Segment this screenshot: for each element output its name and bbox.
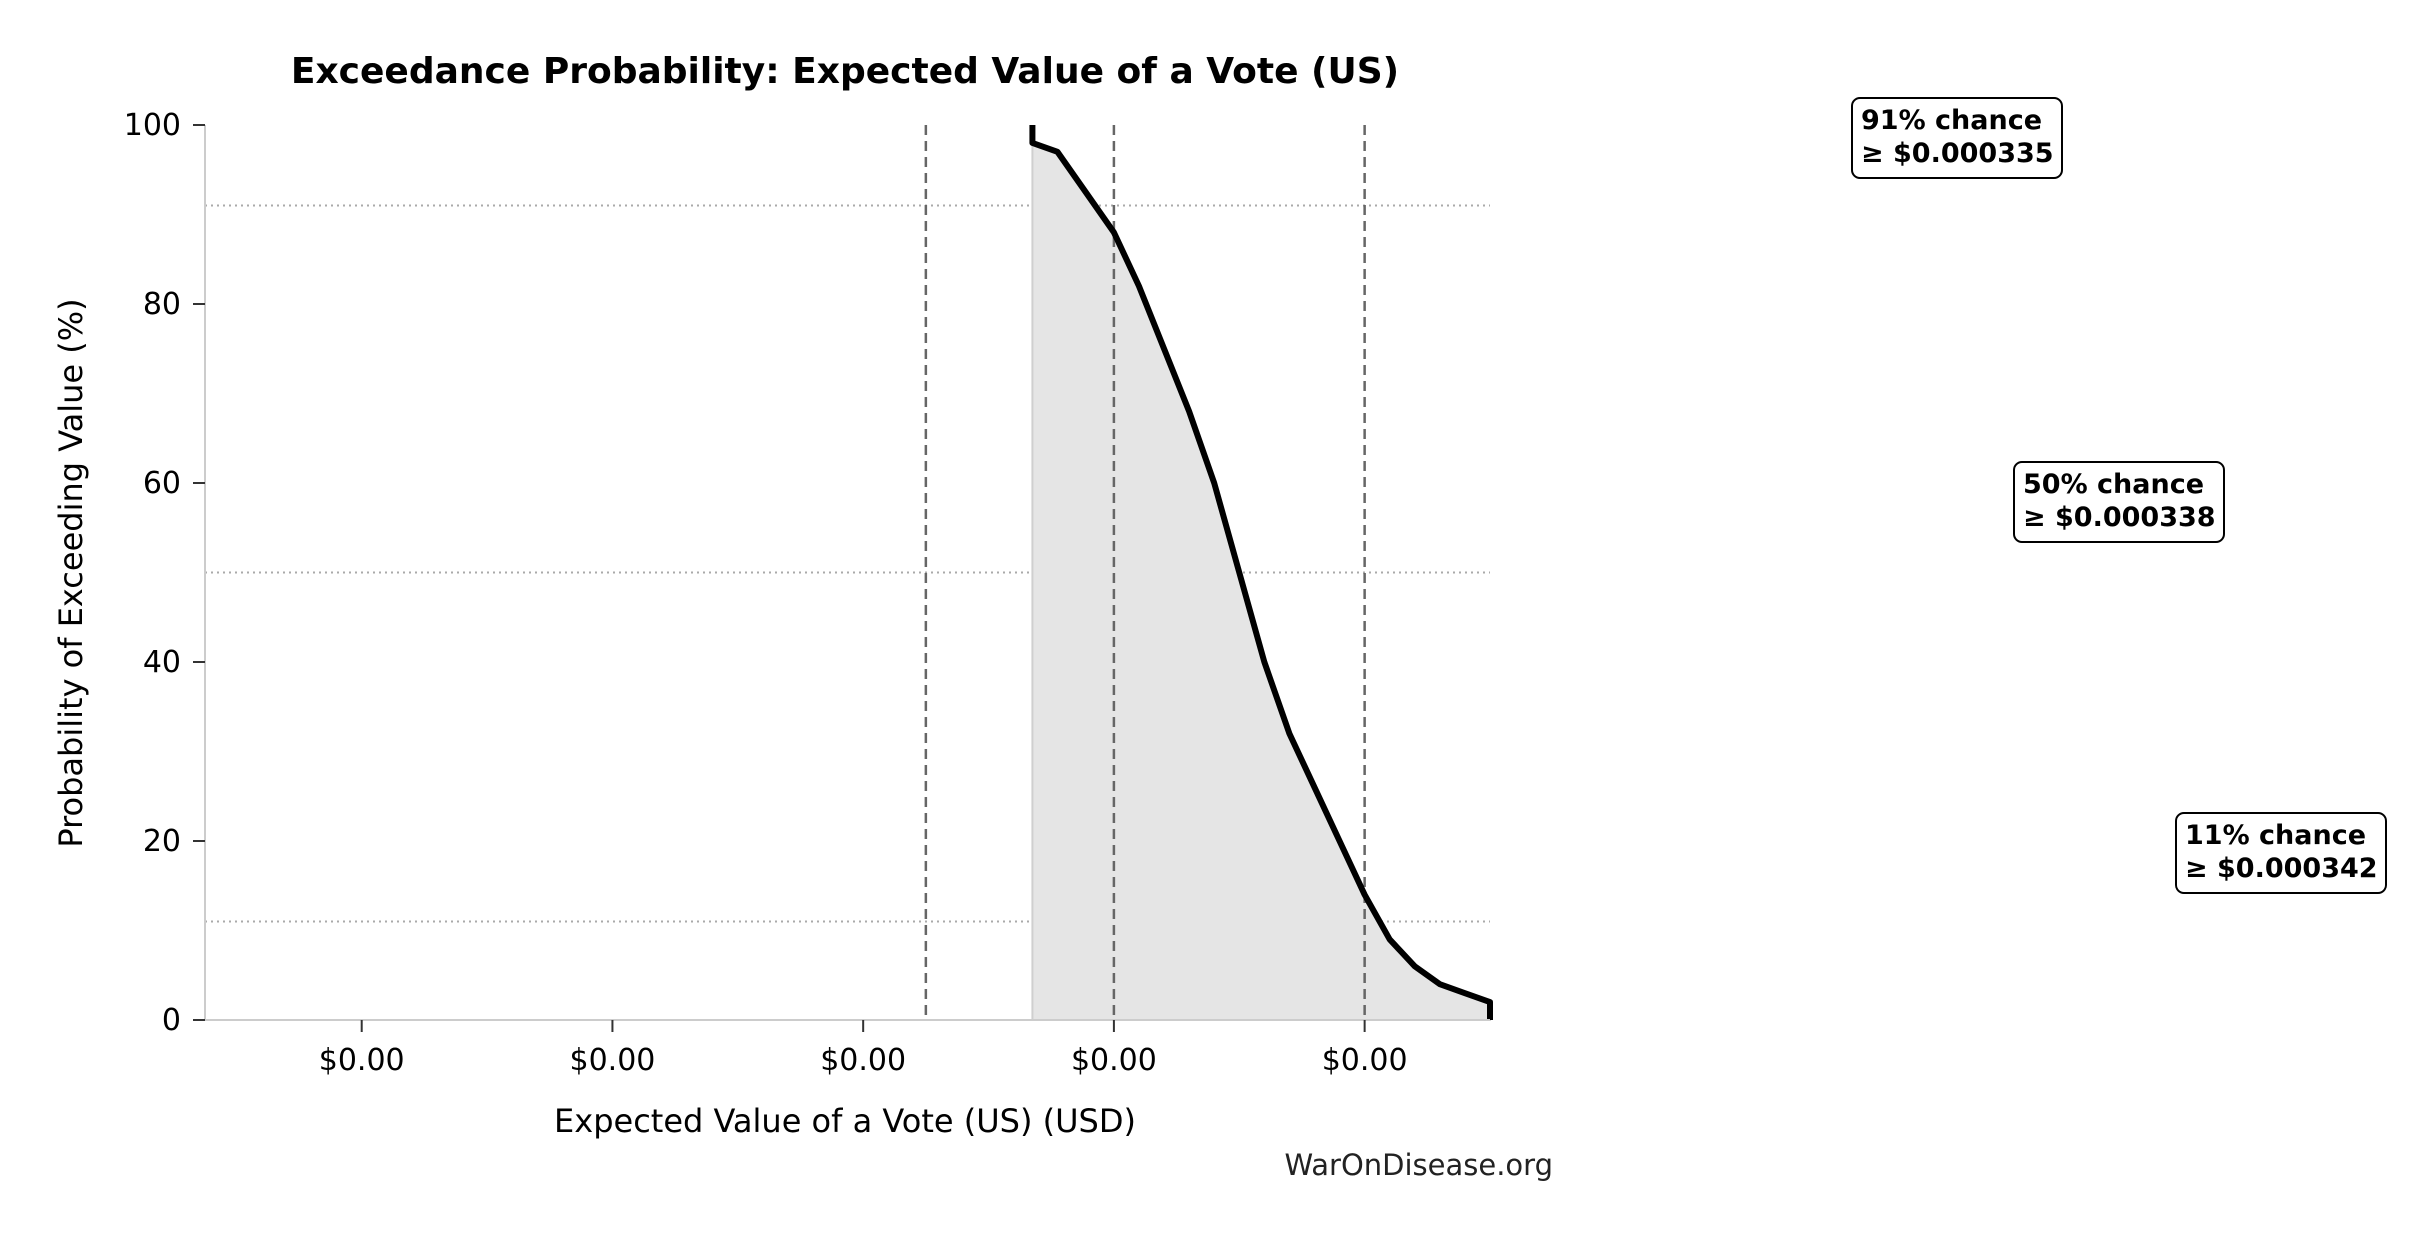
y-axis-label: Probability of Exceeding Value (%)	[52, 298, 90, 847]
annotation-frame	[2175, 812, 2387, 894]
x-axis: $0.00 $0.00 $0.00 $0.00 $0.00	[319, 1020, 1408, 1078]
y-tick-label: 0	[162, 1003, 181, 1038]
annotation-probability: 11% chance	[2185, 820, 2366, 851]
x-tick-label: $0.00	[820, 1043, 906, 1078]
y-tick-label: 80	[143, 287, 181, 322]
annotation-probability: 91% chance	[1861, 105, 2042, 136]
y-tick-label: 40	[143, 645, 181, 680]
watermark: WarOnDisease.org	[1284, 1148, 1553, 1182]
annotation-box-2: 11% chance≥ $0.000342	[2175, 812, 2387, 894]
y-tick-label: 20	[143, 824, 181, 859]
annotation-box-0: 91% chance≥ $0.000335	[1851, 97, 2063, 179]
annotation-box-1: 50% chance≥ $0.000338	[2013, 461, 2225, 543]
plot-area	[204, 125, 1493, 1021]
annotation-probability: 50% chance	[2023, 469, 2204, 500]
exceedance-curve	[1029, 125, 1493, 1020]
annotation-threshold: ≥ $0.000335	[1861, 138, 2054, 169]
chart-title: Exceedance Probability: Expected Value o…	[291, 51, 1399, 92]
x-tick-label: $0.00	[569, 1043, 655, 1078]
x-tick-label: $0.00	[319, 1043, 405, 1078]
x-tick-label: $0.00	[1071, 1043, 1157, 1078]
y-axis: 0 20 40 60 80 100	[124, 108, 205, 1038]
annotation-threshold: ≥ $0.000338	[2023, 502, 2216, 533]
y-tick-label: 100	[124, 108, 181, 143]
y-tick-label: 60	[143, 466, 181, 501]
annotation-frame	[1851, 97, 2063, 179]
x-axis-label: Expected Value of a Vote (US) (USD)	[554, 1102, 1136, 1140]
annotation-frame	[2013, 461, 2225, 543]
annotation-threshold: ≥ $0.000342	[2185, 853, 2378, 884]
x-tick-label: $0.00	[1322, 1043, 1408, 1078]
